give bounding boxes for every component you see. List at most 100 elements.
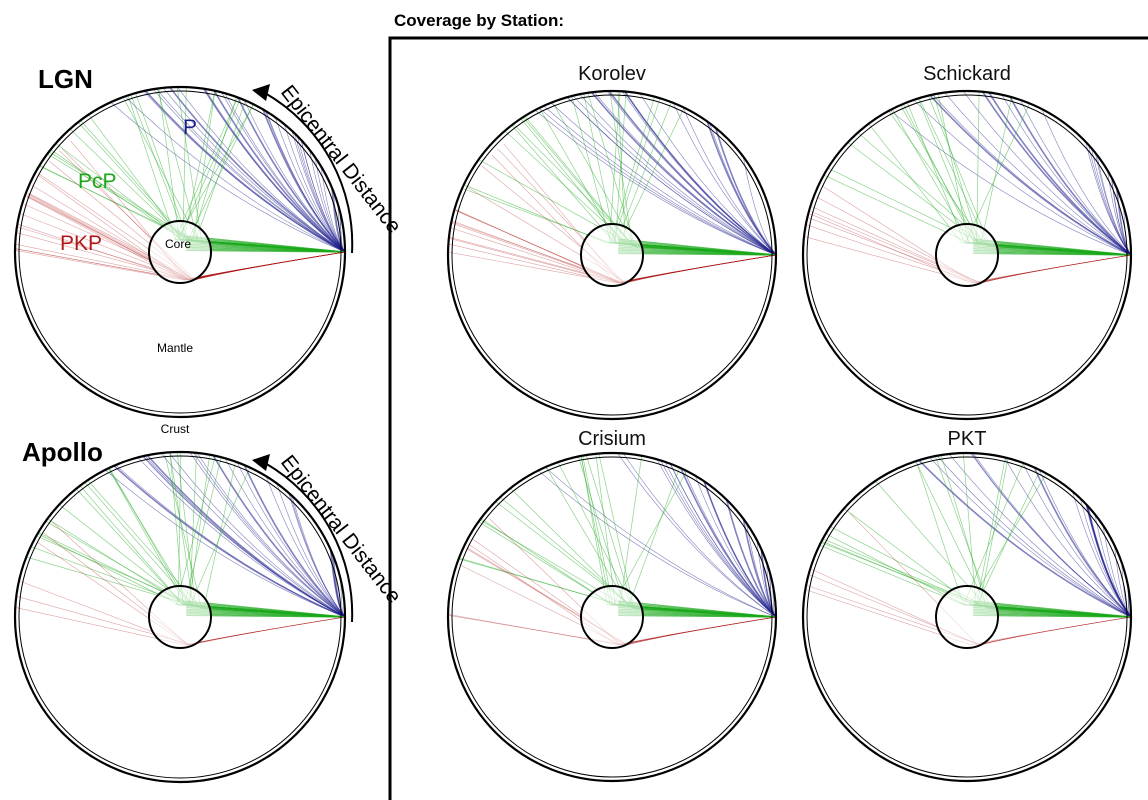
core-circle: [148, 220, 212, 284]
p-ray: [694, 475, 777, 618]
p-ray: [144, 90, 346, 253]
p-ray: [537, 470, 777, 618]
p-ray: [243, 464, 346, 618]
p-ray: [948, 453, 1132, 618]
pkp-ray: [806, 585, 1132, 646]
p-ray: [283, 123, 346, 253]
core-circle: [935, 223, 999, 287]
p-ray: [162, 87, 346, 253]
moon-outline: [13, 85, 347, 419]
pcp-ray: [618, 107, 777, 256]
pkp-ray: [466, 547, 777, 646]
pcp-band-ray: [973, 600, 1132, 618]
p-ray: [1085, 504, 1132, 618]
pkp-ray: [23, 203, 346, 281]
pcp-band-ray: [186, 600, 346, 618]
p-ray: [1033, 467, 1132, 618]
phase-label-p: P: [183, 116, 197, 139]
crust-label: Crust: [161, 422, 190, 436]
pcp-ray: [79, 485, 346, 618]
moon-outline: [13, 450, 347, 784]
pcp-band-ray: [973, 238, 1132, 256]
p-ray: [545, 466, 777, 618]
pcp-ray: [177, 451, 346, 618]
pkp-ray: [49, 160, 346, 281]
pcp-ray: [891, 108, 1132, 256]
pkp-ray: [811, 206, 1132, 284]
pcp-ray: [552, 102, 777, 256]
p-ray: [566, 97, 777, 256]
p-ray: [189, 452, 346, 618]
p-ray: [543, 105, 777, 256]
p-ray: [265, 476, 346, 618]
p-ray: [169, 86, 346, 253]
p-ray: [213, 90, 346, 253]
pcp-band-ray: [186, 235, 346, 253]
pcp-ray: [609, 90, 777, 256]
p-ray: [113, 465, 346, 618]
crust-boundary: [18, 90, 342, 414]
p-ray: [177, 86, 346, 253]
apollo-panel: [13, 450, 347, 784]
p-ray: [936, 455, 1132, 618]
pkp-ray: [59, 150, 346, 281]
pkp-ray: [39, 173, 346, 281]
phase-label-pkp: PKP: [60, 232, 102, 255]
core-label: Core: [165, 237, 191, 251]
p-ray: [212, 454, 346, 618]
p-ray: [160, 452, 346, 618]
p-ray: [221, 92, 346, 253]
core-circle: [935, 585, 999, 649]
p-ray: [981, 91, 1132, 256]
p-ray: [704, 481, 777, 618]
station-label-schickard: Schickard: [923, 63, 1011, 85]
p-ray: [288, 492, 346, 618]
p-ray: [146, 454, 346, 618]
station-panel-schickard: [801, 89, 1133, 421]
p-ray: [624, 91, 777, 256]
pcp-ray: [609, 91, 777, 256]
pcp-ray: [962, 453, 1132, 618]
p-ray: [1001, 94, 1132, 256]
p-ray: [168, 452, 346, 618]
station-panel-crisium: [446, 451, 778, 783]
station-panel-korolev: [446, 89, 778, 421]
station-label-crisium: Crisium: [578, 428, 646, 450]
core-circle: [148, 585, 212, 649]
p-ray: [714, 127, 777, 256]
p-ray: [617, 452, 777, 618]
coverage-frame: [388, 36, 1148, 800]
p-ray: [593, 91, 777, 256]
p-ray: [202, 88, 346, 253]
ray-paths: [447, 452, 777, 646]
apollo-title: Apollo: [22, 437, 103, 467]
moon-outline: [801, 451, 1133, 783]
p-ray: [534, 109, 777, 256]
pkp-ray: [808, 217, 1132, 284]
p-ray: [196, 452, 346, 618]
pcp-band-ray: [618, 600, 777, 618]
p-ray: [110, 101, 346, 253]
p-ray: [1004, 457, 1132, 618]
station-panel-pkt: [801, 451, 1133, 783]
p-ray: [929, 457, 1132, 618]
p-ray: [237, 97, 346, 253]
pcp-ray: [975, 457, 1132, 618]
core-circle: [580, 585, 644, 649]
pcp-ray: [613, 470, 777, 618]
p-ray: [539, 107, 777, 256]
pcp-ray: [511, 124, 777, 256]
lgn-panel: [13, 85, 347, 419]
p-ray: [682, 107, 777, 256]
station-label-korolev: Korolev: [578, 63, 646, 85]
pkp-ray: [810, 210, 1132, 284]
p-ray: [746, 523, 777, 618]
pkp-ray: [466, 548, 777, 646]
pcp-ray: [902, 103, 1132, 256]
crust-boundary: [451, 456, 773, 778]
phase-label-pcp: PcP: [78, 170, 117, 193]
p-ray: [944, 92, 1132, 256]
moon-outline: [446, 451, 778, 783]
crust-boundary: [806, 94, 1128, 416]
pcp-band-ray: [618, 238, 777, 256]
